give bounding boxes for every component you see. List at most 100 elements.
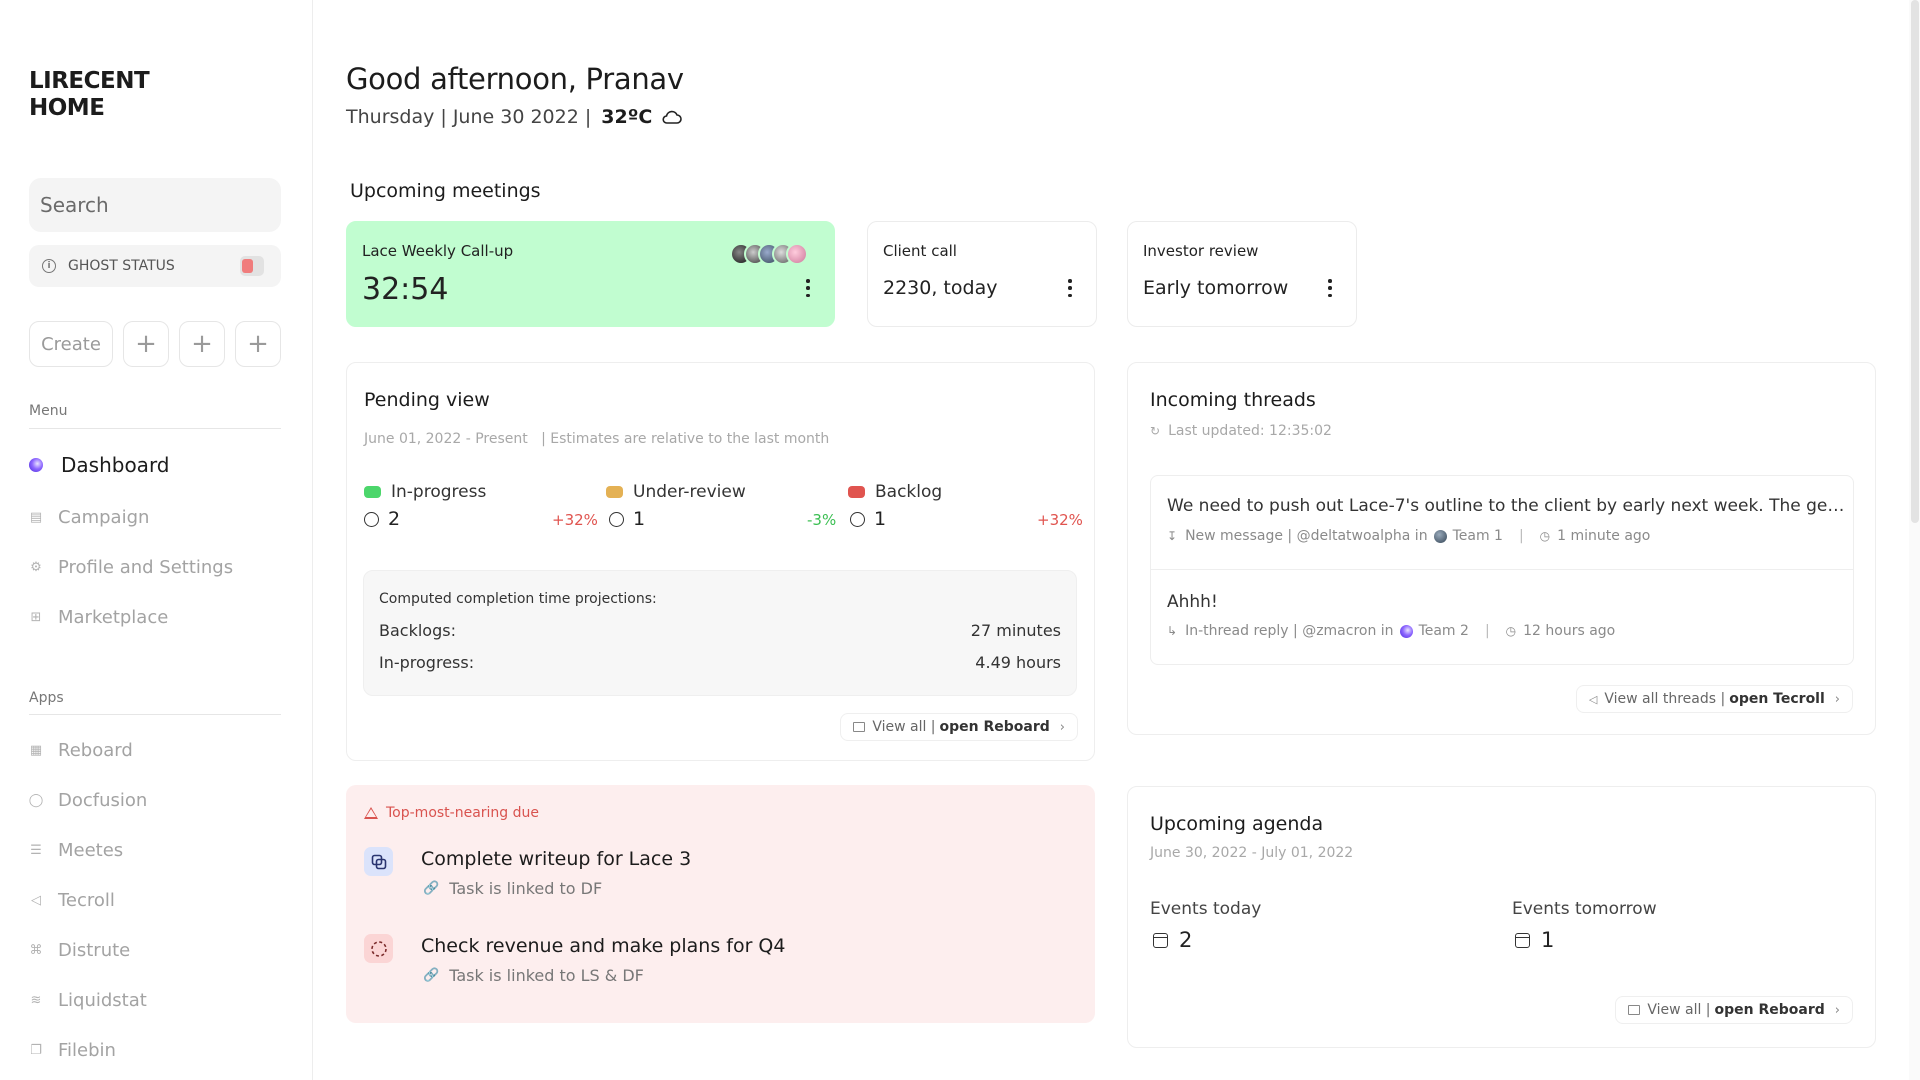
scrollbar-thumb[interactable] — [1911, 0, 1919, 523]
pending-range: June 01, 2022 - Present | Estimates are … — [364, 431, 829, 447]
status-swatch — [364, 486, 381, 498]
status-count: 2 — [388, 508, 401, 530]
meeting-time: 2230, today — [883, 277, 998, 299]
sidebar-item-label: Meetes — [58, 839, 124, 861]
events-today-count: 2 — [1153, 928, 1192, 952]
status-label: Under-review — [633, 482, 746, 502]
last-updated-label: Last updated: 12:35:02 — [1168, 423, 1332, 439]
view-all-reboard-button[interactable]: View all | open Reboard › — [840, 713, 1078, 741]
agenda-range: June 30, 2022 - July 01, 2022 — [1150, 845, 1354, 861]
apps-divider — [29, 714, 281, 715]
bubble-icon: ◯ — [28, 792, 44, 808]
minus-circle-icon — [609, 511, 624, 527]
meeting-card-investor-review[interactable]: Investor review Early tomorrow — [1127, 221, 1357, 327]
sidebar-app-reboard[interactable]: ▦ Reboard — [29, 736, 133, 764]
status-swatch — [848, 486, 865, 498]
sidebar-item-label: Filebin — [58, 1039, 116, 1061]
search-input[interactable] — [29, 178, 281, 232]
sidebar-app-docfusion[interactable]: ◯ Docfusion — [28, 786, 148, 814]
map-icon — [1628, 1005, 1641, 1015]
refresh-icon: ↻ — [1150, 424, 1161, 438]
sidebar-item-label: Campaign — [58, 506, 150, 528]
ghost-status-row[interactable]: i GHOST STATUS — [29, 245, 281, 287]
sidebar-app-filebin[interactable]: ❐ Filebin — [29, 1036, 116, 1064]
incoming-threads-title: Incoming threads — [1150, 389, 1316, 411]
task-title[interactable]: Check revenue and make plans for Q4 — [421, 935, 786, 957]
cloud-icon — [662, 110, 683, 124]
cart-icon: ⊞ — [30, 609, 42, 625]
view-all-agenda-button[interactable]: View all | open Reboard › — [1615, 996, 1853, 1024]
x-circle-icon — [850, 511, 865, 527]
sidebar-item-marketplace[interactable]: ⊞ Marketplace — [29, 603, 169, 631]
download-icon: ↧ — [1167, 529, 1178, 543]
megaphone-icon: ◁ — [31, 892, 41, 908]
apps-section-label: Apps — [29, 690, 64, 706]
sidebar-item-label: Reboard — [58, 739, 133, 761]
more-options-icon[interactable] — [1328, 279, 1332, 297]
view-all-label: View all | — [872, 719, 936, 735]
copy-icon — [364, 847, 393, 876]
meta-separator: | — [1518, 528, 1524, 544]
task-title[interactable]: Complete writeup for Lace 3 — [421, 848, 692, 870]
create-button[interactable]: Create — [29, 321, 113, 367]
calendar-icon — [1515, 932, 1530, 948]
thread-item[interactable]: Ahhh! ↳ In-thread reply | @zmacron in Te… — [1150, 569, 1854, 665]
meeting-title: Investor review — [1143, 242, 1259, 260]
threads-updated: ↻ Last updated: 12:35:02 — [1150, 423, 1332, 439]
view-all-threads-button[interactable]: ◁ View all threads | open Tecroll › — [1575, 685, 1853, 713]
more-options-icon[interactable] — [806, 279, 810, 297]
delta-in-progress: +32% — [552, 511, 598, 529]
meeting-card-lace-weekly[interactable]: Lace Weekly Call-up 32:54 — [346, 221, 835, 327]
sidebar-item-label: Tecroll — [58, 889, 115, 911]
view-all-label: View all | — [1647, 1002, 1711, 1018]
sidebar-app-tecroll[interactable]: ◁ Tecroll — [29, 886, 115, 914]
task-link-info: 🔗 Task is linked to DF — [423, 879, 602, 898]
sidebar-app-distrute[interactable]: ⌘ Distrute — [29, 936, 131, 964]
view-all-label: View all threads | — [1604, 691, 1726, 707]
thread-time: 1 minute ago — [1557, 528, 1651, 544]
add-button-3[interactable]: + — [235, 321, 281, 367]
sidebar-app-meetes[interactable]: ☰ Meetes — [29, 836, 123, 864]
meeting-title: Lace Weekly Call-up — [362, 242, 514, 260]
status-in-progress: In-progress — [364, 482, 486, 502]
date-weather-line: Thursday | June 30 2022 | 32ºC — [346, 106, 683, 128]
status-count: 1 — [874, 508, 887, 530]
current-date: Thursday | June 30 2022 | — [346, 106, 592, 128]
sidebar-item-campaign[interactable]: ▤ Campaign — [29, 503, 150, 531]
gradient-orb-icon — [29, 458, 43, 472]
dashed-circle-icon — [364, 934, 393, 963]
clock-icon: ◷ — [1505, 624, 1517, 638]
map-icon: ▦ — [29, 742, 43, 758]
corner-icon: ⌘ — [29, 942, 43, 958]
sidebar-item-dashboard[interactable]: Dashboard — [29, 451, 170, 479]
chevron-right-icon: › — [1059, 719, 1065, 735]
open-link-label: open Reboard — [1714, 1002, 1825, 1018]
status-label: Backlog — [875, 482, 943, 502]
meeting-time: Early tomorrow — [1143, 277, 1289, 299]
meeting-card-client-call[interactable]: Client call 2230, today — [867, 221, 1097, 327]
thread-item[interactable]: We need to push out Lace-7's outline to … — [1150, 475, 1854, 571]
add-button-2[interactable]: + — [179, 321, 225, 367]
more-options-icon[interactable] — [1068, 279, 1072, 297]
meta-separator: | — [1484, 623, 1490, 639]
link-icon: 🔗 — [423, 881, 440, 896]
events-tomorrow-count: 1 — [1515, 928, 1554, 952]
list-icon: ☰ — [30, 842, 42, 858]
chart-icon: ≋ — [30, 992, 42, 1008]
sidebar: LIRECENT HOME i GHOST STATUS Create + + … — [0, 0, 313, 1080]
nearing-due-title: Top-most-nearing due — [386, 805, 540, 821]
sidebar-app-liquidstat[interactable]: ≋ Liquidstat — [29, 986, 147, 1014]
ghost-status-toggle[interactable] — [240, 256, 264, 276]
sidebar-item-profile-settings[interactable]: ⚙ Profile and Settings — [29, 553, 233, 581]
info-icon: i — [42, 259, 56, 273]
add-button-1[interactable]: + — [123, 321, 169, 367]
status-swatch — [606, 486, 623, 498]
sidebar-item-label: Marketplace — [58, 606, 169, 628]
thread-meta: ↳ In-thread reply | @zmacron in Team 2 |… — [1167, 623, 1615, 639]
pending-range-dates: June 01, 2022 - Present — [364, 431, 528, 447]
page-scrollbar[interactable] — [1909, 0, 1920, 1080]
sidebar-item-label: Docfusion — [58, 789, 148, 811]
pending-note: | Estimates are relative to the last mon… — [541, 431, 830, 447]
thread-team: Team 1 — [1452, 528, 1503, 544]
thread-meta: ↧ New message | @deltatwoalpha in Team 1… — [1167, 528, 1650, 544]
